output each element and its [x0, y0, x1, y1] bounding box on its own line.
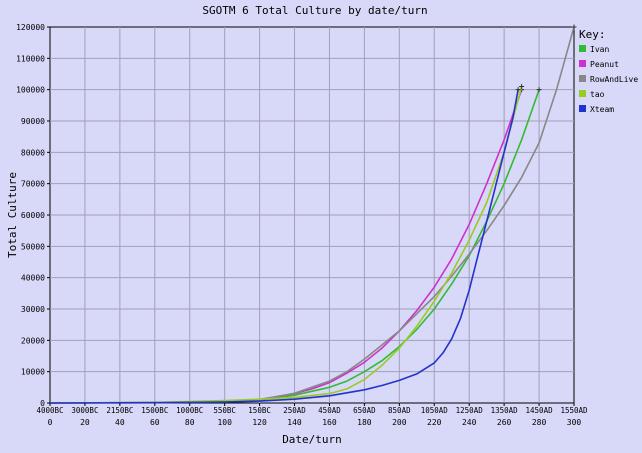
y-tick-label: 110000	[16, 54, 45, 63]
y-tick-label: 80000	[21, 148, 45, 157]
legend-swatch	[579, 75, 586, 82]
y-tick-label: 40000	[21, 274, 45, 283]
y-tick-label: 50000	[21, 242, 45, 251]
x-turn-tick-label: 40	[115, 418, 125, 427]
x-turn-tick-label: 160	[322, 418, 337, 427]
x-turn-tick-label: 260	[497, 418, 512, 427]
x-axis-ticks: 4000BC 0 3000BC 20 2150BC 40 1500BC 60 1000BC 80 5…	[36, 403, 588, 427]
series-end-marker	[515, 87, 521, 93]
x-date-tick-label: 1050AD	[421, 406, 449, 415]
y-tick-label: 70000	[21, 180, 45, 189]
x-date-tick-label: 2150BC	[106, 406, 133, 415]
x-date-tick-label: 1250AD	[456, 406, 484, 415]
x-turn-tick-label: 280	[532, 418, 547, 427]
y-tick-label: 90000	[21, 117, 45, 126]
x-turn-tick-label: 80	[185, 418, 195, 427]
y-tick-label: 60000	[21, 211, 45, 220]
series-line-xteam	[49, 89, 519, 404]
y-tick-label: 100000	[16, 86, 45, 95]
legend-swatch	[579, 90, 586, 97]
series-end-marker	[519, 84, 525, 90]
x-turn-tick-label: 120	[252, 418, 267, 427]
x-turn-tick-label: 220	[427, 418, 442, 427]
x-date-tick-label: 450AD	[318, 406, 341, 415]
x-turn-tick-label: 0	[48, 418, 53, 427]
x-date-tick-label: 150BC	[248, 406, 271, 415]
legend-swatch	[579, 105, 586, 112]
x-date-tick-label: 250AD	[283, 406, 306, 415]
series-end-marker	[571, 24, 577, 30]
x-date-tick-label: 3000BC	[71, 406, 98, 415]
y-axis-label: Total Culture	[6, 172, 19, 258]
x-turn-tick-label: 60	[150, 418, 160, 427]
legend-label: Peanut	[590, 60, 619, 69]
y-tick-label: 30000	[21, 305, 45, 314]
x-date-tick-label: 4000BC	[36, 406, 63, 415]
x-turn-tick-label: 240	[462, 418, 477, 427]
y-tick-label: 10000	[21, 368, 45, 377]
y-tick-label: 120000	[16, 23, 45, 32]
legend: Key: Ivan Peanut RowAndLive tao Xteam	[579, 28, 638, 114]
x-date-tick-label: 1550AD	[560, 406, 588, 415]
x-date-tick-label: 1450AD	[526, 406, 554, 415]
x-turn-tick-label: 100	[217, 418, 232, 427]
series-end-marker	[536, 87, 542, 93]
y-tick-label: 20000	[21, 336, 45, 345]
x-date-tick-label: 650AD	[353, 406, 376, 415]
legend-title: Key:	[579, 28, 606, 41]
chart-title: SGOTM 6 Total Culture by date/turn	[202, 4, 427, 17]
legend-label: Xteam	[590, 105, 614, 114]
x-date-tick-label: 1350AD	[491, 406, 519, 415]
x-date-tick-label: 1000BC	[176, 406, 203, 415]
x-turn-tick-label: 20	[80, 418, 90, 427]
x-turn-tick-label: 180	[357, 418, 372, 427]
y-tick-label: 0	[40, 399, 45, 408]
legend-items: Ivan Peanut RowAndLive tao Xteam	[579, 45, 638, 114]
legend-swatch	[579, 60, 586, 67]
x-turn-tick-label: 140	[287, 418, 302, 427]
x-axis-label: Date/turn	[282, 433, 342, 446]
series-lines	[49, 24, 577, 404]
x-turn-tick-label: 300	[567, 418, 582, 427]
x-date-tick-label: 850AD	[388, 406, 411, 415]
legend-label: Ivan	[590, 45, 609, 54]
x-date-tick-label: 1500BC	[141, 406, 168, 415]
x-date-tick-label: 550BC	[213, 406, 236, 415]
grid-lines	[50, 27, 574, 403]
legend-label: tao	[590, 90, 605, 99]
legend-label: RowAndLive	[590, 75, 638, 84]
y-axis-ticks: 0 10000 20000 30000 40000 50000 60000 70000 8000…	[16, 23, 50, 408]
x-turn-tick-label: 200	[392, 418, 407, 427]
series-line-tao	[49, 86, 523, 404]
legend-swatch	[579, 45, 586, 52]
